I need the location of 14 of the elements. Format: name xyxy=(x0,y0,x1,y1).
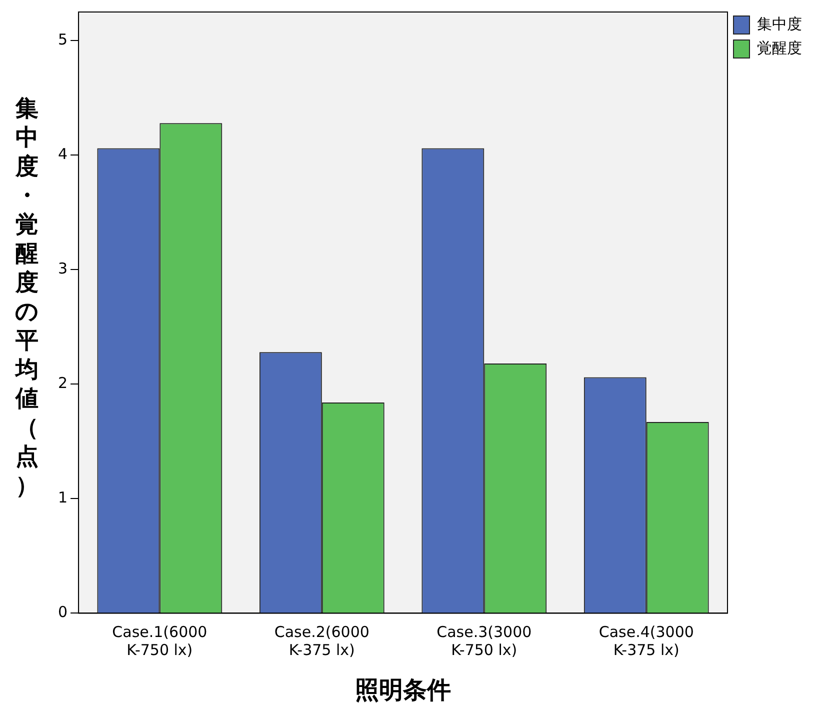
y-tick-label: 0 xyxy=(58,603,68,622)
x-tick-label: Case.1(6000 K-750 lx) xyxy=(112,623,208,660)
legend-label: 集中度 xyxy=(757,14,802,33)
x-tick-label: Case.4(3000 K-375 lx) xyxy=(598,623,694,660)
y-tick-label: 1 xyxy=(58,488,68,507)
y-tick-label: 2 xyxy=(58,374,68,392)
legend-label: 覚醒度 xyxy=(757,38,802,57)
x-axis-title: 照明条件 xyxy=(355,676,452,704)
y-tick-label: 3 xyxy=(58,260,68,278)
text: 集中度・覚醒度の平均値（点） xyxy=(15,96,39,499)
y-tick-label: 4 xyxy=(58,145,68,164)
x-tick-label: Case.3(3000 K-750 lx) xyxy=(436,623,532,660)
x-tick-label: Case.2(6000 K-375 lx) xyxy=(274,623,370,660)
y-tick-label: 5 xyxy=(58,30,68,49)
